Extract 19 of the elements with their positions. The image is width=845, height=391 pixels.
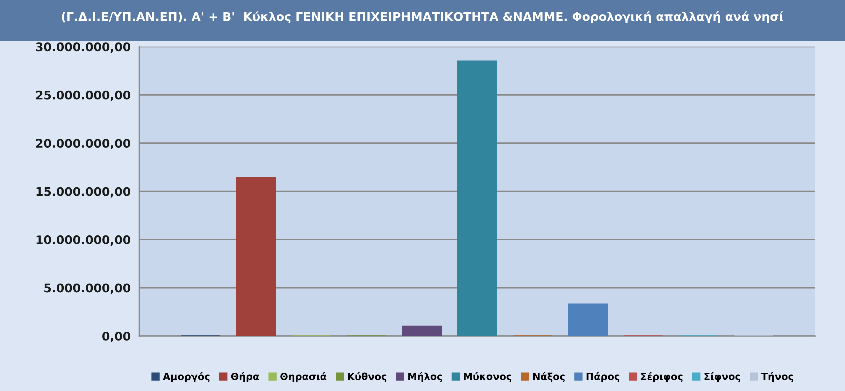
y-tick-label: 5.000.000,00: [44, 284, 131, 294]
chart-title: (Γ.Δ.Ι.Ε/ΥΠ.ΑΝ.ΕΠ). Α' + Β' Κύκλος ΓΕΝΙΚΗ ΕΠΙΧΕΙΡΗΜΑΤΙΚΟΤΗΤΑ &ΝΑΜΜΕ. Φορολογική απαλλαγή ανά νησί: [62, 12, 784, 24]
y-tick-label: 30.000.000,00: [36, 42, 131, 54]
legend-label: Πάρος: [586, 372, 620, 382]
y-tick-label: 25.000.000,00: [36, 90, 131, 102]
legend-label: Σέριφος: [642, 372, 683, 382]
legend-label: Αμοργός: [163, 372, 210, 382]
legend-label: Μύκονος: [464, 372, 512, 382]
y-tick-label: 20.000.000,00: [36, 139, 131, 150]
legend-label: Θήρα: [231, 372, 260, 382]
legend-label: Τήνος: [761, 372, 794, 382]
legend-label: Νάξος: [533, 372, 565, 382]
legend-label: Θηρασιά: [280, 372, 327, 382]
legend-label: Μήλος: [408, 372, 442, 382]
legend-label: Κύθνος: [348, 372, 387, 382]
y-tick-label: 0,00: [102, 332, 131, 342]
legend-label: Σίφνος: [704, 372, 740, 382]
y-tick-label: 15.000.000,00: [36, 187, 131, 198]
y-tick-label: 10.000.000,00: [36, 236, 131, 246]
